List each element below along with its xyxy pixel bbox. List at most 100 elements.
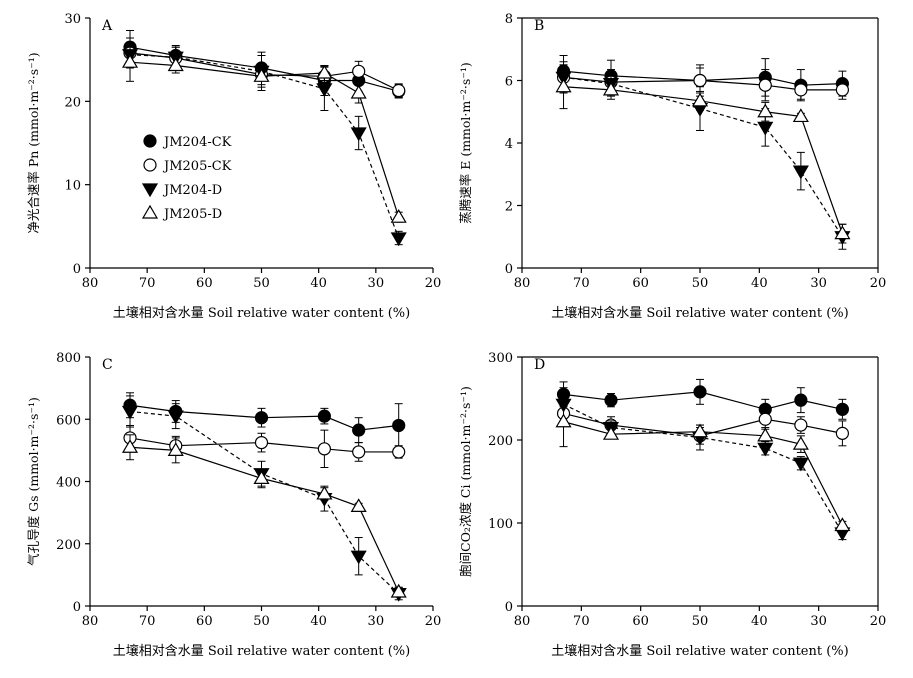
data-point: [794, 393, 808, 407]
panel-label: C: [102, 357, 113, 373]
y-tick-label: 0: [505, 262, 513, 277]
panel-label: D: [534, 357, 545, 373]
x-tick-label: 30: [810, 614, 827, 629]
data-point: [555, 78, 572, 93]
x-tick-label: 80: [82, 276, 99, 291]
x-tick-label: 40: [751, 276, 768, 291]
data-point: [834, 225, 851, 240]
data-point: [350, 550, 367, 565]
y-tick-label: 200: [56, 538, 81, 553]
data-point: [758, 412, 772, 426]
y-tick-label: 0: [73, 600, 81, 615]
data-point: [167, 410, 184, 425]
x-axis-label: 土壤相对含水量 Soil relative water content (%): [113, 643, 410, 659]
series-line: [563, 76, 843, 91]
series-line: [563, 421, 843, 526]
y-tick-label: 20: [64, 95, 81, 110]
data-point: [316, 83, 333, 98]
y-axis-label: 净光合速率 Pn (mmol·m⁻²·s⁻¹): [26, 52, 41, 233]
x-tick-label: 50: [253, 614, 270, 629]
series-line: [129, 437, 399, 453]
x-tick-label: 20: [425, 614, 442, 629]
series-line: [563, 391, 843, 410]
data-point: [792, 165, 809, 180]
y-axis-label: 气孔导度 Gs (mmol·m⁻²·s⁻¹): [26, 397, 41, 566]
data-point: [758, 78, 772, 92]
y-tick-label: 300: [488, 351, 513, 366]
legend-marker: [141, 183, 159, 198]
data-point: [691, 92, 709, 107]
x-axis-label: 土壤相对含水量 Soil relative water content (%): [551, 305, 848, 321]
y-tick-label: 4: [505, 137, 513, 152]
data-point: [121, 53, 139, 68]
x-tick-label: 60: [196, 614, 213, 629]
x-tick-label: 30: [368, 614, 385, 629]
legend-label: JM205-D: [162, 207, 222, 222]
series-line: [129, 54, 400, 239]
series-JM205-D: [121, 434, 407, 598]
y-tick-label: 600: [56, 413, 81, 428]
x-tick-label: 40: [310, 614, 327, 629]
data-point: [390, 208, 407, 223]
data-point: [350, 84, 367, 99]
legend: JM204-CK JM205-CK JM204-D JM205-D: [141, 134, 232, 222]
x-tick-label: 30: [810, 276, 827, 291]
data-point: [792, 108, 809, 123]
series-JM205-D: [121, 42, 407, 223]
x-axis-label: 土壤相对含水量 Soil relative water content (%): [113, 305, 410, 321]
y-axis-label: 蒸腾速率 E (mmol·m⁻²·s⁻¹): [458, 62, 473, 224]
x-tick-label: 80: [514, 614, 531, 629]
data-point: [167, 57, 184, 72]
data-point: [757, 103, 774, 118]
x-tick-label: 60: [196, 276, 213, 291]
y-tick-label: 6: [505, 75, 513, 90]
data-point: [757, 427, 774, 442]
x-tick-label: 20: [425, 276, 442, 291]
series-JM205-D: [555, 64, 851, 244]
x-tick-label: 40: [751, 614, 768, 629]
series-JM204-CK: [556, 378, 850, 420]
panel-label: B: [534, 18, 544, 34]
data-point: [604, 393, 618, 407]
x-tick-label: 20: [870, 276, 887, 291]
x-tick-label: 30: [368, 276, 385, 291]
legend-label: JM205-CK: [162, 159, 232, 174]
y-axis-label: 胞间CO₂浓度 Ci (mmol·m⁻²·s⁻¹): [458, 386, 473, 577]
data-point: [121, 405, 139, 420]
legend-marker: [141, 204, 159, 219]
data-point: [254, 411, 269, 425]
data-point: [352, 423, 366, 437]
x-tick-label: 80: [82, 614, 99, 629]
y-tick-label: 8: [505, 12, 513, 27]
data-point: [794, 83, 808, 97]
data-point: [167, 442, 184, 456]
data-point: [602, 81, 620, 96]
data-point: [390, 232, 407, 247]
legend-marker: [143, 134, 157, 148]
series-line: [563, 86, 843, 234]
x-tick-label: 20: [870, 614, 887, 629]
data-point: [253, 68, 270, 82]
x-tick-label: 50: [692, 276, 709, 291]
series-line: [129, 404, 399, 431]
data-point: [834, 517, 851, 532]
y-tick-label: 10: [64, 179, 81, 194]
legend-label: JM204-D: [162, 183, 222, 198]
series-JM205-D: [555, 396, 851, 532]
y-tick-label: 100: [488, 517, 513, 532]
data-point: [757, 442, 774, 457]
x-tick-label: 60: [632, 614, 649, 629]
data-point: [352, 445, 366, 459]
data-point: [693, 385, 707, 399]
data-point: [392, 418, 406, 433]
data-point: [835, 83, 850, 97]
y-tick-label: 2: [505, 200, 513, 215]
y-tick-label: 200: [488, 434, 513, 449]
data-point: [602, 425, 620, 440]
series-line: [563, 70, 843, 86]
data-point: [254, 435, 269, 450]
y-tick-label: 30: [64, 12, 81, 27]
x-axis-label: 土壤相对含水量 Soil relative water content (%): [551, 643, 848, 659]
